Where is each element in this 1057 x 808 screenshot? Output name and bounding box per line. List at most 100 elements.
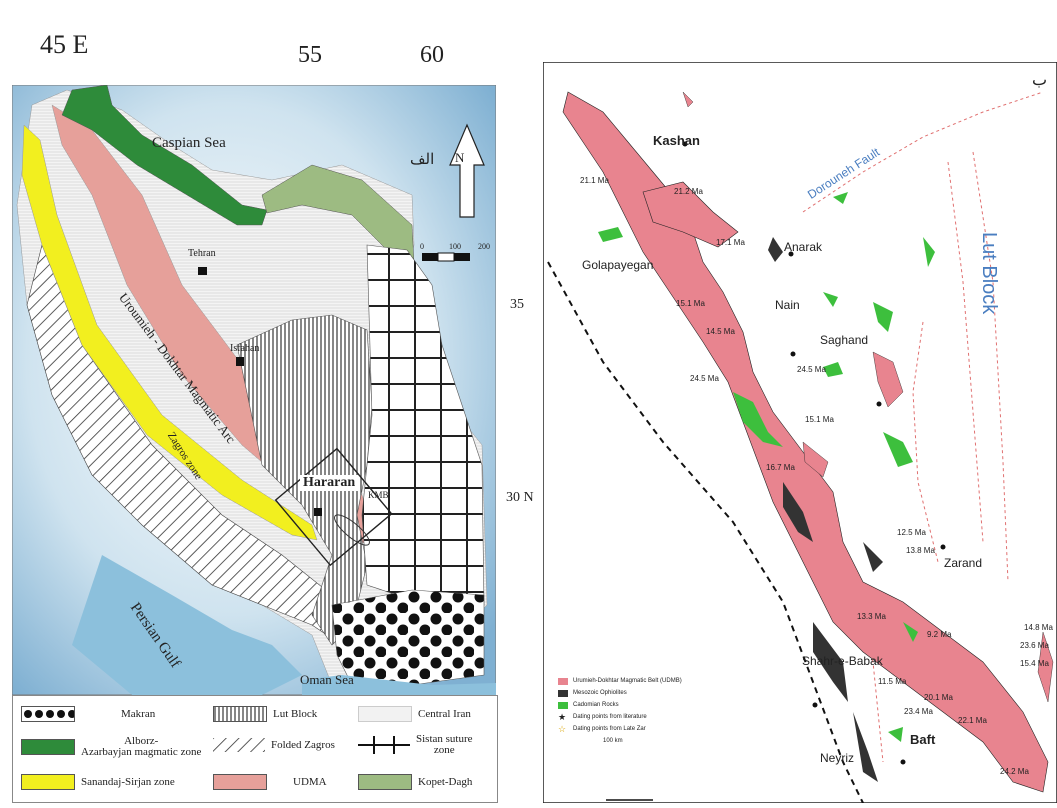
legend-kopet-text: Kopet-Dagh: [418, 775, 473, 788]
right-map-svg: [542, 61, 1057, 804]
age-label: 11.5 Ma: [878, 677, 907, 686]
tehran-marker: [198, 267, 207, 275]
fault-line: [947, 161, 984, 543]
right-map: [542, 61, 1057, 804]
lon-label-60: 60: [420, 42, 444, 68]
udmb-swatch: [558, 677, 568, 685]
legend-sistan-text: Sistan suture zone: [416, 733, 473, 756]
cadomian-spots: [598, 192, 935, 742]
age-label: 21.2 Ma: [674, 187, 703, 196]
legend-cadomian: Cadomian Rocks: [558, 699, 718, 711]
left-legend: Makran Alborz- Azarbayjan magmatic zone …: [12, 695, 498, 803]
legend-kopet: Kopet-Dagh: [358, 774, 472, 790]
neyriz-label: Neyriz: [820, 751, 855, 765]
age-label: 13.3 Ma: [857, 612, 886, 621]
legend-scale-text: 100 km: [603, 738, 623, 744]
baft-label: Baft: [910, 732, 936, 747]
left-map: [11, 84, 497, 696]
age-label: 20.1 Ma: [924, 693, 953, 702]
lon-label-45: 45 E: [40, 30, 89, 59]
alborz-swatch: [21, 739, 75, 755]
legend-zagros-text: Folded Zagros: [271, 738, 335, 751]
scale-bar-icon: [422, 253, 438, 261]
legend-ophiolite: Mesozoic Ophiolites: [558, 687, 718, 699]
sistan-swatch: [358, 736, 410, 754]
age-label: 15.1 Ma: [676, 299, 705, 308]
kashan-label: Kashan: [653, 133, 700, 148]
legend-ophiolite-text: Mesozoic Ophiolites: [573, 690, 627, 696]
star-icon: ★: [558, 711, 567, 722]
scale-0: 0: [420, 242, 424, 251]
lut-swatch: [213, 706, 267, 722]
lon-label-55: 55: [298, 42, 322, 68]
study-area-ellipse: [334, 514, 370, 546]
legend-cadomian-text: Cadomian Rocks: [573, 702, 619, 708]
age-label: 24.5 Ma: [797, 365, 826, 374]
study-area-box: [274, 447, 393, 567]
ophiolite-spots: [768, 237, 883, 782]
golpayegan-label: Golapayegan: [582, 258, 654, 272]
legend-makran-text: Makran: [121, 707, 156, 720]
scale-100: 100: [449, 242, 461, 251]
legend-dating1: ★ Dating points from literature: [558, 711, 718, 723]
age-label: 24.5 Ma: [690, 374, 719, 383]
legend-udma-text: UDMA: [293, 775, 327, 788]
udma-swatch: [213, 774, 267, 790]
cadomian-swatch: [558, 701, 568, 709]
fault-line: [912, 321, 939, 563]
isfahan-label: Isfahan: [230, 343, 260, 354]
legend-dating2-text: Dating points from Late Zar: [573, 726, 646, 732]
zarand-label: Zarand: [944, 556, 983, 570]
hararan-marker: [314, 508, 322, 516]
legend-udma: UDMA: [213, 774, 327, 790]
doruneh-fault-line: [802, 91, 1044, 213]
hararan-label: Hararan: [300, 475, 359, 491]
legend-dating2: ☆ Dating points from Late Zar: [558, 723, 718, 735]
anarak-label: Anarak: [784, 240, 823, 254]
legend-alborz-text: Alborz- Azarbayjan magmatic zone: [81, 735, 202, 758]
zagros-thrust-line: [547, 261, 864, 804]
legend-makran: Makran: [21, 706, 155, 722]
tehran-label: Tehran: [188, 248, 216, 259]
north-arrow-icon: [449, 123, 485, 218]
age-label: 16.7 Ma: [766, 463, 795, 472]
zagros-swatch: [213, 738, 265, 752]
legend-alborz: Alborz- Azarbayjan magmatic zone: [21, 736, 201, 758]
caspian-sea-label: Caspian Sea: [152, 135, 226, 151]
sanandaj-swatch: [21, 774, 75, 790]
sistan-suture: [361, 244, 485, 606]
north-label: N: [455, 150, 465, 165]
lat-label-35: 35: [510, 297, 524, 312]
age-label: 24.2 Ma: [1000, 767, 1029, 776]
central-swatch: [358, 706, 412, 722]
kmb-label: KMB: [368, 490, 389, 500]
makran: [331, 589, 485, 686]
saghand-label: Saghand: [820, 333, 869, 347]
age-label: 14.8 Ma: [1024, 623, 1053, 632]
lut-block-label: Lut Block: [978, 232, 1000, 315]
star-outline-icon: ☆: [558, 723, 567, 734]
nain-label: Nain: [775, 298, 800, 312]
legend-sistan: Sistan suture zone: [358, 734, 473, 756]
scale-bar-seg: [454, 253, 470, 261]
legend-central: Central Iran: [358, 706, 471, 722]
legend-dating1-text: Dating points from literature: [573, 714, 647, 720]
legend-scale: 100 km: [558, 735, 718, 747]
legend-lut: Lut Block: [213, 706, 317, 722]
age-label: 14.5 Ma: [706, 327, 735, 336]
age-label: 15.4 Ma: [1020, 659, 1049, 668]
legend-udmb: Urumieh-Dokhtar Magmatic Belt (UDMB): [558, 675, 718, 687]
oman-sea-label: Oman Sea: [300, 672, 354, 687]
age-label: 9.2 Ma: [927, 630, 952, 639]
age-label: 12.5 Ma: [897, 528, 926, 537]
right-legend: Urumieh-Dokhtar Magmatic Belt (UDMB) Mes…: [558, 675, 718, 790]
age-label: 23.4 Ma: [904, 707, 933, 716]
oman-sea: [302, 675, 496, 695]
alborz-zone: [61, 84, 268, 226]
udmb-belt: [562, 91, 1049, 793]
panel-label-alef: الف: [410, 152, 435, 168]
udmb-fragments: [682, 91, 1054, 703]
fault-line: [842, 561, 884, 763]
left-map-svg: [11, 84, 497, 696]
scale-200: 200: [478, 242, 490, 251]
